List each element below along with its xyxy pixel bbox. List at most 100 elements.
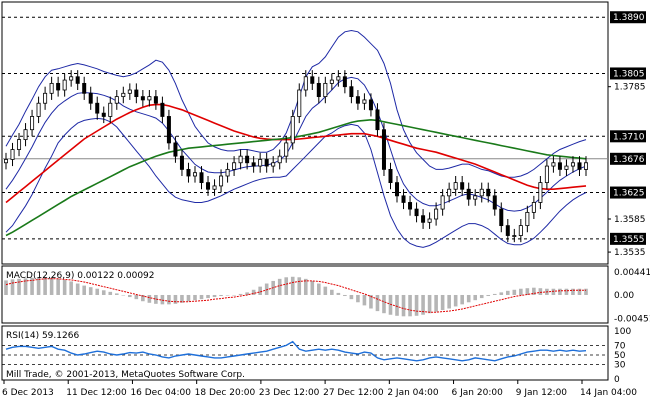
candle-body: [486, 188, 491, 197]
candle-body: [179, 155, 184, 170]
x-tick-label: 14 Jan 04:00: [580, 388, 637, 398]
macd-histogram-bar: [121, 294, 126, 296]
candle-body: [577, 162, 582, 170]
candle-body: [23, 129, 28, 141]
macd-histogram-bar: [369, 294, 373, 309]
candle-body: [69, 76, 74, 81]
macd-histogram-bar: [349, 294, 354, 300]
candle-body: [17, 139, 22, 150]
candle-body: [401, 195, 406, 203]
candle-body: [447, 188, 452, 197]
x-tick-label: 23 Dec 12:00: [259, 388, 320, 398]
candle-body: [336, 76, 341, 81]
price-tag-label: 1.3710: [613, 132, 645, 142]
candle-body: [186, 168, 191, 177]
candle-body: [316, 82, 321, 98]
price-tick-label: 1.3585: [614, 215, 646, 225]
price-tag-box: [610, 130, 646, 143]
candle-body: [88, 92, 93, 104]
rsi-tick-label: 100: [614, 327, 631, 337]
macd-histogram-bar: [486, 294, 491, 297]
bollinger-upper-band: [5, 29, 587, 178]
candle-body: [173, 142, 178, 157]
candle-body: [297, 89, 302, 117]
macd-histogram-bar: [336, 292, 341, 295]
price-tag: 1.3676: [610, 152, 646, 165]
macd-histogram-bar: [101, 290, 106, 295]
macd-histogram-bar: [577, 288, 582, 295]
candle-body: [36, 102, 41, 117]
macd-histogram-bar: [558, 288, 562, 295]
macd-histogram-bar: [492, 293, 497, 295]
macd-tick-label: 0.00: [614, 291, 634, 301]
macd-label: MACD(12,26,9) 0.00122 0.00092: [6, 271, 155, 281]
bollinger-lower-band: [5, 117, 587, 248]
macd-histogram-bar: [4, 280, 8, 295]
candle-body: [62, 79, 67, 91]
candle-body: [512, 235, 517, 237]
macd-histogram-bar: [75, 283, 80, 295]
price-tag: 1.3890: [610, 11, 646, 24]
moving-average-green: [5, 118, 587, 237]
macd-histogram-bar: [519, 288, 523, 295]
macd-histogram-bar: [193, 294, 197, 301]
macd-histogram-bar: [395, 294, 399, 316]
rsi-label: RSI(14) 59.1266: [6, 331, 79, 341]
price-tag-label: 1.3805: [613, 69, 645, 79]
macd-histogram-bar: [290, 276, 295, 295]
price-tag-label: 1.3555: [613, 235, 645, 245]
macd-histogram-bar: [303, 278, 308, 295]
macd-histogram-bar: [571, 288, 575, 295]
candle-body: [206, 182, 211, 190]
candle-body: [310, 76, 315, 84]
candle-body: [375, 109, 380, 131]
macd-histogram-bar: [447, 294, 451, 309]
price-tag-label: 1.3890: [613, 13, 645, 23]
price-tag-box: [610, 67, 646, 80]
macd-histogram-bar: [440, 294, 445, 311]
candle-body: [492, 195, 497, 210]
price-tick-label: 1.3535: [614, 248, 646, 258]
candle-body: [290, 116, 295, 144]
candle-body: [505, 225, 510, 236]
macd-histogram-bar: [17, 278, 21, 295]
candle-body: [466, 188, 471, 200]
macd-histogram-bar: [284, 277, 289, 295]
candle-body: [238, 155, 243, 164]
macd-histogram-bar: [512, 289, 517, 295]
macd-histogram-bar: [479, 294, 484, 299]
candle-body: [518, 225, 523, 236]
price-tag: 1.3625: [610, 186, 646, 199]
macd-histogram-bar: [232, 294, 236, 296]
macd-histogram-bar: [10, 279, 15, 295]
x-tick-label: 11 Dec 12:00: [66, 388, 127, 398]
macd-histogram-bar: [473, 294, 478, 301]
candle-body: [355, 96, 360, 104]
macd-histogram-bar: [401, 294, 406, 317]
bollinger-middle-band: [5, 76, 587, 212]
candle-body: [232, 162, 237, 170]
macd-histogram-bar: [427, 294, 432, 314]
macd-histogram-bar: [180, 294, 184, 303]
macd-histogram-bar: [82, 285, 87, 295]
candle-body: [225, 168, 230, 177]
macd-panel-frame: [1, 265, 609, 324]
macd-histogram-bar: [251, 289, 256, 295]
rsi-panel-frame: [1, 325, 609, 381]
candle-body: [329, 79, 334, 84]
macd-histogram-bar: [277, 278, 282, 295]
macd-signal-line: [5, 278, 586, 313]
macd-histogram-bar: [414, 294, 419, 316]
candle-body: [277, 155, 282, 164]
candle-body: [245, 155, 250, 164]
candle-body: [525, 211, 530, 227]
candle-body: [368, 99, 373, 111]
x-tick-label: 6 Jan 20:00: [452, 388, 504, 398]
candle-body: [473, 195, 478, 200]
candle-body: [538, 182, 543, 203]
candle-body: [43, 92, 48, 104]
macd-histogram-bar: [36, 277, 41, 295]
candle-body: [440, 195, 445, 210]
macd-histogram-bar: [245, 292, 249, 295]
